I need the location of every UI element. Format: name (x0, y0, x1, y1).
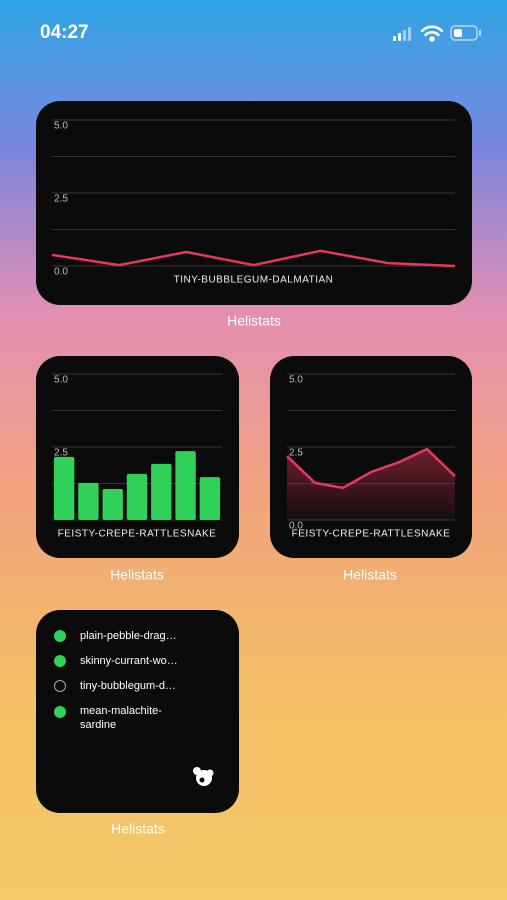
status-dot (54, 706, 66, 718)
chart-title: FEISTY-CREPE-RATTLESNAKE (292, 529, 451, 540)
widget-caption: Helistats (110, 567, 164, 583)
y-tick-label: 0.0 (289, 521, 303, 532)
widget-card[interactable] (36, 101, 472, 305)
y-tick-label: 2.5 (54, 194, 68, 205)
wifi (420, 25, 444, 42)
signal (393, 27, 411, 41)
list-item[interactable]: skinny-currant-wo… (80, 655, 178, 667)
status-dot (54, 630, 66, 642)
list-item[interactable]: mean-malachite-sardine (80, 705, 162, 731)
bar (199, 477, 221, 520)
y-tick-label: 2.5 (54, 448, 68, 459)
bar (102, 489, 123, 520)
y-tick-label: 5.0 (54, 121, 68, 132)
bar (53, 456, 75, 520)
widget-caption: Helistats (343, 567, 397, 583)
status-dot (54, 680, 66, 692)
status-dot (54, 655, 66, 667)
y-tick-label: 2.5 (289, 448, 303, 459)
list-item[interactable]: plain-pebble-drag… (80, 630, 177, 642)
widget-caption: Helistats (111, 821, 165, 837)
bar (78, 482, 99, 520)
chart-title: TINY-BUBBLEGUM-DALMATIAN (174, 275, 334, 286)
y-tick-label: 5.0 (54, 375, 68, 386)
line (286, 447, 456, 490)
area (287, 449, 455, 520)
bar (126, 473, 148, 520)
battery (450, 25, 481, 41)
bar (151, 463, 172, 520)
y-tick-label: 5.0 (289, 375, 303, 386)
bar (175, 451, 196, 520)
app-icon (193, 767, 214, 786)
widget-caption: Helistats (227, 313, 281, 329)
widget-card[interactable] (36, 610, 239, 813)
list-item[interactable]: tiny-bubblegum-d… (80, 680, 176, 692)
y-tick-label: 0.0 (54, 267, 68, 278)
line (51, 249, 456, 268)
clock: 04:27 (40, 22, 89, 43)
chart-title: FEISTY-CREPE-RATTLESNAKE (58, 529, 217, 540)
